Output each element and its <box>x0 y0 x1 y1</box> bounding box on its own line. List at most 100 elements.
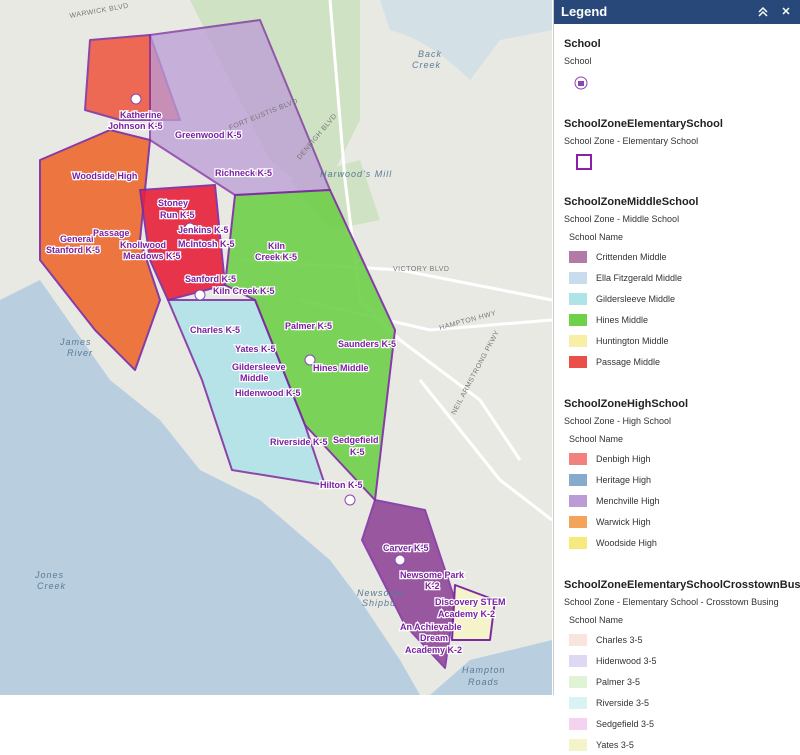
place-label: Hampton <box>462 665 506 675</box>
school-label: Newsome Park <box>400 570 465 580</box>
school-label: Katherine <box>120 110 162 120</box>
legend-item: Hidenwood 3-5 <box>564 650 791 671</box>
legend-swatch <box>569 654 587 667</box>
legend-label: Huntington Middle <box>596 335 669 346</box>
legend-swatch <box>569 334 587 347</box>
legend-item: Riverside 3-5 <box>564 692 791 713</box>
legend-item: Palmer 3-5 <box>564 671 791 692</box>
legend-header: Legend <box>554 0 800 24</box>
legend-label: Sedgefield 3-5 <box>596 718 655 729</box>
layer-title: SchoolZoneElementarySchoolCrosstownBusin… <box>564 579 800 591</box>
legend-item: Woodside High <box>564 532 791 553</box>
school-label: Academy K-2 <box>405 645 462 655</box>
school-label: Middle <box>240 373 269 383</box>
school-label: Saunders K-5 <box>338 339 396 349</box>
place-label: Jones <box>34 570 64 580</box>
legend-label: Denbigh High <box>596 453 651 464</box>
layer-title: SchoolZoneElementarySchool <box>564 118 723 130</box>
creek <box>380 0 552 80</box>
road-label: VICTORY BLVD <box>393 266 449 273</box>
legend-body: School School SchoolZoneElementarySchool Sc… <box>554 38 800 755</box>
school-label: Creek K-5 <box>255 252 297 262</box>
legend-item: Huntington Middle <box>564 330 791 351</box>
legend-swatch <box>569 313 587 326</box>
school-symbol <box>574 76 588 90</box>
legend-label: Warwick High <box>596 516 651 527</box>
field-name: School Name <box>569 434 624 444</box>
legend-label: Riverside 3-5 <box>596 697 650 708</box>
school-icons <box>130 93 406 566</box>
legend-label: Passage Middle <box>596 356 661 367</box>
school-label: Johnson K-5 <box>108 121 163 131</box>
school-label: Hidenwood K-5 <box>235 388 301 398</box>
legend-item: Warwick High <box>564 511 791 532</box>
legend-label: Hines Middle <box>596 314 649 325</box>
legend-label: Heritage High <box>596 474 652 485</box>
layer-title: SchoolZoneHighSchool <box>564 398 689 410</box>
school-label: Sanford K-5 <box>185 274 236 284</box>
zone-symbol <box>576 154 592 170</box>
field-name: School Name <box>569 232 624 242</box>
collapse-button[interactable] <box>758 6 768 17</box>
school-label: Stanford K-5 <box>46 245 100 255</box>
layer-subtitle: School Zone - Elementary School - Crosst… <box>564 597 779 607</box>
legend-swatch <box>569 717 587 730</box>
school-label: K-2 <box>425 581 440 591</box>
school-label: Meadows K-5 <box>123 251 181 261</box>
place-label: River <box>67 348 93 358</box>
place-label: Back <box>418 49 442 59</box>
legend-item: Denbigh High <box>564 448 791 469</box>
school-label: McIntosh K-5 <box>178 239 235 249</box>
legend-swatch <box>569 452 587 465</box>
layer-title: SchoolZoneMiddleSchool <box>564 196 699 208</box>
place-label: Creek <box>412 60 441 70</box>
water <box>430 640 552 695</box>
legend-swatch <box>569 633 587 646</box>
school-label: Charles K-5 <box>190 325 240 335</box>
place-label: Newsome <box>357 588 404 598</box>
place-label: Creek <box>37 581 66 591</box>
water <box>0 280 420 695</box>
school-label: Kiln <box>268 241 285 251</box>
legend-item: Menchville High <box>564 490 791 511</box>
school-label: Run K-5 <box>160 210 195 220</box>
school-label: Hines Middle <box>313 363 369 373</box>
legend-swatch <box>569 738 587 751</box>
school-label: Yates K-5 <box>235 344 276 354</box>
school-label: Dream <box>420 633 448 643</box>
legend-label: Gildersleeve Middle <box>596 293 676 304</box>
close-button[interactable] <box>782 7 790 15</box>
layer-subtitle: School Zone - Elementary School <box>564 136 699 146</box>
legend-label: Palmer 3-5 <box>596 676 641 687</box>
legend-label: Woodside High <box>596 537 657 548</box>
school-label: Academy K-2 <box>438 609 495 619</box>
legend-panel: Legend School School SchoolZoneElementaryS… <box>553 0 800 751</box>
legend-item: Charles 3-5 <box>564 629 791 650</box>
school-labels: Katherine Johnson K-5 Greenwood K-5 Rich… <box>45 109 507 657</box>
legend-swatch <box>569 271 587 284</box>
legend-label: Menchville High <box>596 495 660 506</box>
school-label: General <box>60 234 94 244</box>
school-label: Richneck K-5 <box>215 168 272 178</box>
legend-swatch <box>569 250 587 263</box>
legend-controls[interactable] <box>755 0 795 24</box>
school-label: Palmer K-5 <box>285 321 332 331</box>
school-label: Woodside High <box>72 171 137 181</box>
layer-subtitle: School <box>564 56 592 66</box>
legend-item: Yates 3-5 <box>564 734 791 755</box>
school-label: Discovery STEM <box>435 597 506 607</box>
legend-swatch <box>569 536 587 549</box>
legend-item: Heritage High <box>564 469 791 490</box>
legend-swatch <box>569 292 587 305</box>
legend-label: Crittenden Middle <box>596 251 667 262</box>
place-label: Roads <box>468 677 499 687</box>
place-label: James <box>59 337 92 347</box>
legend-swatch <box>569 494 587 507</box>
school-label: Riverside K-5 <box>270 437 328 447</box>
map: Back Creek Harwood's Mill James River Jo… <box>0 0 552 695</box>
layer-subtitle: School Zone - Middle School <box>564 214 680 224</box>
legend-item: Sedgefield 3-5 <box>564 713 791 734</box>
legend-label: Yates 3-5 <box>596 739 634 750</box>
legend-label: Ella Fitzgerald Middle <box>596 272 683 283</box>
